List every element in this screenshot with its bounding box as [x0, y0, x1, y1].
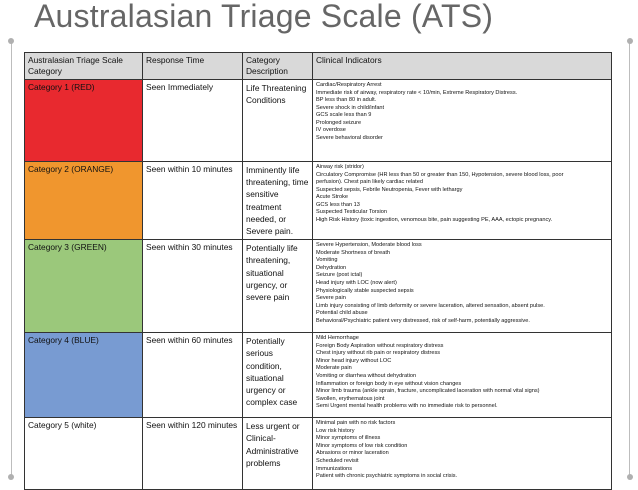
clinical-indicator-line: Circulatory Compromise (HR less than 50 … [316, 171, 564, 178]
clinical-indicator-line: Minor head injury without LOC [316, 357, 392, 364]
description-cell: Potentially life threatening, situationa… [242, 239, 313, 334]
header-clinical-indicators: Clinical Indicators [312, 52, 612, 80]
clinical-indicator-line: Severe behavioral disorder [316, 134, 383, 141]
clinical-indicators-cell: Mild Hemorrhage Foreign Body Aspiration w… [312, 332, 612, 419]
slide-title: Australasian Triage Scale (ATS) [34, 0, 494, 34]
clinical-indicator-line: Limb injury consisting of limb deformity… [316, 302, 545, 309]
category-cell: Category 4 (BLUE) [24, 332, 143, 419]
description-cell: Less urgent or Clinical-Administrative p… [242, 417, 313, 490]
clinical-indicator-line: Moderate Shortness of breath [316, 249, 391, 256]
response-time-cell: Seen within 10 minutes [142, 160, 243, 241]
category-cell: Category 2 (ORANGE) [24, 160, 143, 241]
header-category-description: Category Description [242, 52, 313, 80]
clinical-indicator-line: Minor limb trauma (ankle sprain, fractur… [316, 388, 540, 395]
clinical-indicator-line: Vomiting [316, 257, 338, 264]
clinical-indicator-line: GCS scale less than 9 [316, 112, 372, 119]
clinical-indicator-line: Severe Hypertension, Moderate blood loss [316, 242, 422, 249]
clinical-indicator-line: Chest injury without rib pain or respira… [316, 350, 441, 357]
header-category: Australasian Triage Scale Category [24, 52, 143, 80]
clinical-indicator-line: Inflammation or foreign body in eye with… [316, 380, 462, 387]
table-row: Category 2 (ORANGE) Seen within 10 minut… [24, 160, 612, 241]
clinical-indicators-cell: Cardiac/Respiratory Arrest Immediate risk… [312, 79, 612, 162]
table-row: Category 3 (GREEN) Seen within 30 minute… [24, 239, 612, 334]
clinical-indicator-line: Airway risk (stridor) [316, 164, 364, 170]
clinical-indicator-line: Scheduled revisit [316, 457, 359, 464]
clinical-indicator-line: Moderate pain [316, 365, 352, 372]
clinical-indicator-line: Semi Urgent mental health problems with … [316, 403, 498, 410]
clinical-indicator-line: Suspected sepsis, Febrile Neutropenia, F… [316, 186, 463, 193]
response-time-cell: Seen within 60 minutes [142, 332, 243, 419]
clinical-indicator-line: Immunizations [316, 465, 353, 472]
description-cell: Imminently life threatening, time sensit… [242, 160, 313, 241]
clinical-indicator-line: Minimal pain with no risk factors [316, 420, 396, 427]
clinical-indicators-cell: Minimal pain with no risk factors Low ris… [312, 417, 612, 490]
clinical-indicator-line: Suspected Testicular Torsion [316, 209, 387, 216]
description-cell: Potentially serious condition, situation… [242, 332, 313, 419]
clinical-indicator-line: Patient with chronic psychiatric symptom… [316, 473, 458, 480]
clinical-indicator-line: Minor symptoms of illness [316, 435, 381, 442]
table-header-row: Australasian Triage Scale Category Respo… [24, 52, 612, 80]
slide-frame [8, 38, 633, 480]
frame-corner-dot [627, 38, 633, 44]
category-cell: Category 5 (white) [24, 417, 143, 490]
clinical-indicator-line: perfusion). Chest pain likely cardiac re… [316, 179, 423, 186]
clinical-indicator-line: High Risk History (toxic ingestion, veno… [316, 216, 553, 223]
clinical-indicator-line: Seizure (post ictal) [316, 272, 363, 279]
clinical-indicator-line: Swollen, erythematous joint [316, 395, 385, 402]
clinical-indicator-line: Dehydration [316, 264, 347, 271]
clinical-indicator-line: Physiologically stable suspected sepsis [316, 287, 414, 294]
clinical-indicator-line: Mild Hemorrhage [316, 335, 359, 342]
response-time-cell: Seen Immediately [142, 79, 243, 162]
clinical-indicator-line: IV overdose [316, 127, 346, 134]
category-cell: Category 3 (GREEN) [24, 239, 143, 334]
clinical-indicator-line: Low risk history [316, 427, 355, 434]
clinical-indicator-line: Behavioral/Psychiatric patient very dist… [316, 317, 530, 324]
table-row: Category 1 (RED) Seen Immediately Life T… [24, 79, 612, 162]
clinical-indicators-cell: Severe Hypertension, Moderate blood loss… [312, 239, 612, 334]
description-cell: Life Threatening Conditions [242, 79, 313, 162]
clinical-indicator-line: Vomiting or diarrhea without dehydration [316, 372, 417, 379]
category-cell: Category 1 (RED) [24, 79, 143, 162]
response-time-cell: Seen within 120 minutes [142, 417, 243, 490]
clinical-indicator-line: Acute Stroke [316, 194, 349, 201]
clinical-indicator-line: GCS less than 13 [316, 201, 360, 208]
frame-corner-dot [627, 474, 633, 480]
clinical-indicator-line: Cardiac/Respiratory Arrest [316, 82, 382, 88]
clinical-indicator-line: Abrasions or minor laceration [316, 450, 389, 457]
clinical-indicator-line: Foreign Body Aspiration without respirat… [316, 342, 444, 349]
clinical-indicator-line: Minor symptoms of low risk condition [316, 442, 408, 449]
clinical-indicators-cell: Airway risk (stridor) Circulatory Comprom… [312, 160, 612, 241]
table-row: Category 5 (white) Seen within 120 minut… [24, 417, 612, 490]
clinical-indicator-line: Severe pain [316, 295, 346, 302]
triage-table: Australasian Triage Scale Category Respo… [24, 52, 612, 490]
header-response-time: Response Time [142, 52, 243, 80]
clinical-indicator-line: Potential child abuse [316, 310, 368, 317]
clinical-indicator-line: Prolonged seizure [316, 119, 362, 126]
clinical-indicator-line: Severe shock in child/infant [316, 104, 385, 111]
response-time-cell: Seen within 30 minutes [142, 239, 243, 334]
clinical-indicator-line: BP less than 80 in adult. [316, 97, 377, 104]
clinical-indicator-line: Immediate risk of airway, respiratory ra… [316, 89, 518, 96]
table-row: Category 4 (BLUE) Seen within 60 minutes… [24, 332, 612, 419]
clinical-indicator-line: Head injury with LOC (now alert) [316, 279, 397, 286]
